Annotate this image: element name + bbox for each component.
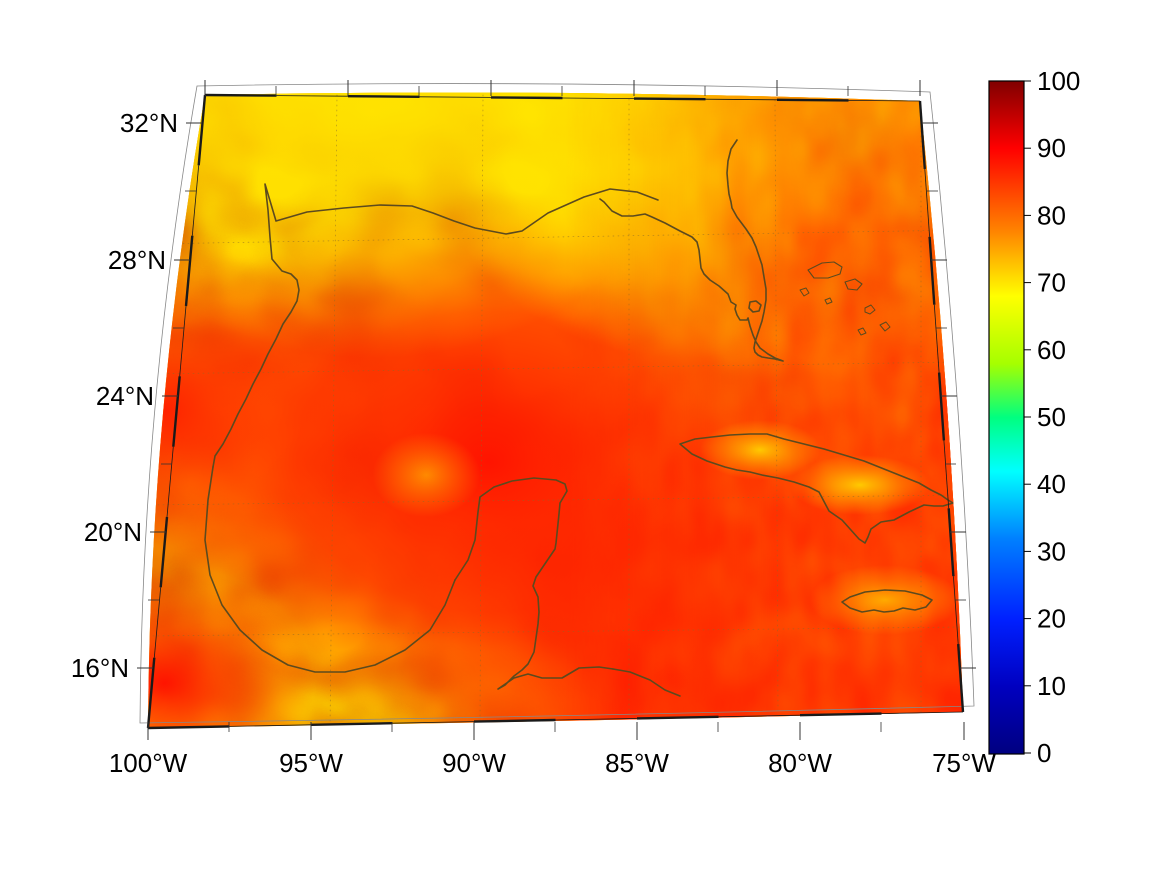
svg-text:70: 70 — [1037, 268, 1066, 298]
svg-text:100: 100 — [1037, 66, 1080, 96]
svg-text:75°W: 75°W — [932, 748, 996, 778]
svg-text:30: 30 — [1037, 536, 1066, 566]
svg-text:16°N: 16°N — [71, 653, 129, 683]
svg-text:90: 90 — [1037, 133, 1066, 163]
svg-text:24°N: 24°N — [96, 381, 154, 411]
svg-text:10: 10 — [1037, 671, 1066, 701]
svg-text:80: 80 — [1037, 200, 1066, 230]
svg-text:28°N: 28°N — [108, 245, 166, 275]
svg-text:40: 40 — [1037, 469, 1066, 499]
svg-text:20°N: 20°N — [84, 517, 142, 547]
svg-text:80°W: 80°W — [768, 748, 832, 778]
svg-text:0: 0 — [1037, 738, 1051, 768]
svg-text:20: 20 — [1037, 604, 1066, 634]
svg-text:95°W: 95°W — [279, 748, 343, 778]
svg-text:60: 60 — [1037, 335, 1066, 365]
svg-text:85°W: 85°W — [605, 748, 669, 778]
svg-text:50: 50 — [1037, 402, 1066, 432]
svg-text:90°W: 90°W — [442, 748, 506, 778]
svg-text:100°W: 100°W — [109, 748, 188, 778]
svg-text:32°N: 32°N — [120, 108, 178, 138]
